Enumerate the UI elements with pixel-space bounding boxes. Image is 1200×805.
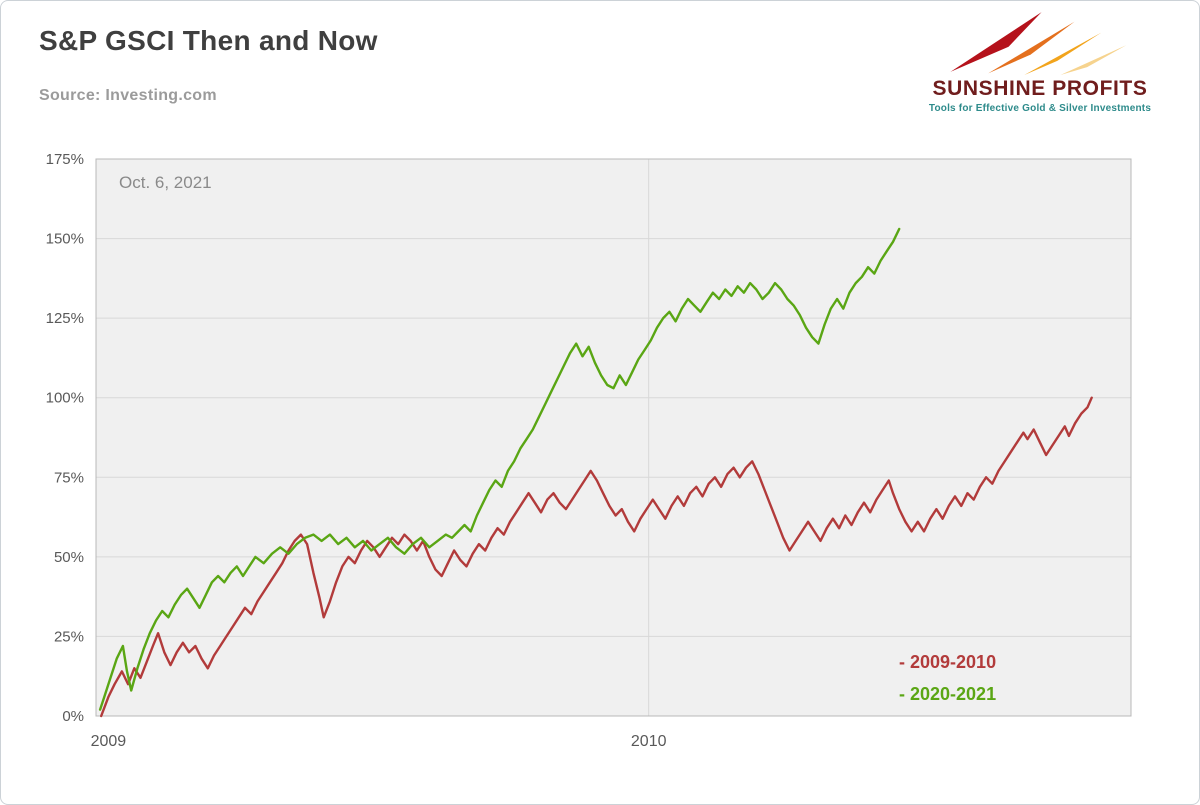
svg-text:0%: 0% (62, 708, 84, 725)
page-title: S&P GSCI Then and Now (39, 25, 378, 56)
source-label: Source: Investing.com (39, 87, 217, 104)
svg-text:175%: 175% (46, 151, 84, 168)
legend-item-2009-2010: - 2009-2010 (899, 652, 997, 672)
svg-text:50%: 50% (54, 549, 84, 566)
svg-text:75%: 75% (54, 469, 84, 486)
logo-tagline: Tools for Effective Gold & Silver Invest… (928, 103, 1152, 114)
legend-item-2020-2021: - 2020-2021 (899, 684, 997, 704)
svg-text:25%: 25% (54, 628, 84, 645)
svg-text:125%: 125% (46, 310, 84, 327)
sunshine-profits-logo: SUNSHINE PROFITS Tools for Effective Gol… (909, 9, 1171, 114)
svg-text:2009: 2009 (91, 733, 127, 750)
sun-rays-icon (950, 12, 1127, 75)
logo-name: SUNSHINE PROFITS (932, 77, 1148, 100)
chart-legend: - 2009-2010 - 2020-2021 (899, 646, 996, 710)
svg-text:150%: 150% (46, 231, 84, 248)
date-annotation: Oct. 6, 2021 (119, 173, 212, 192)
svg-text:100%: 100% (46, 390, 84, 407)
svg-text:2010: 2010 (631, 733, 667, 750)
